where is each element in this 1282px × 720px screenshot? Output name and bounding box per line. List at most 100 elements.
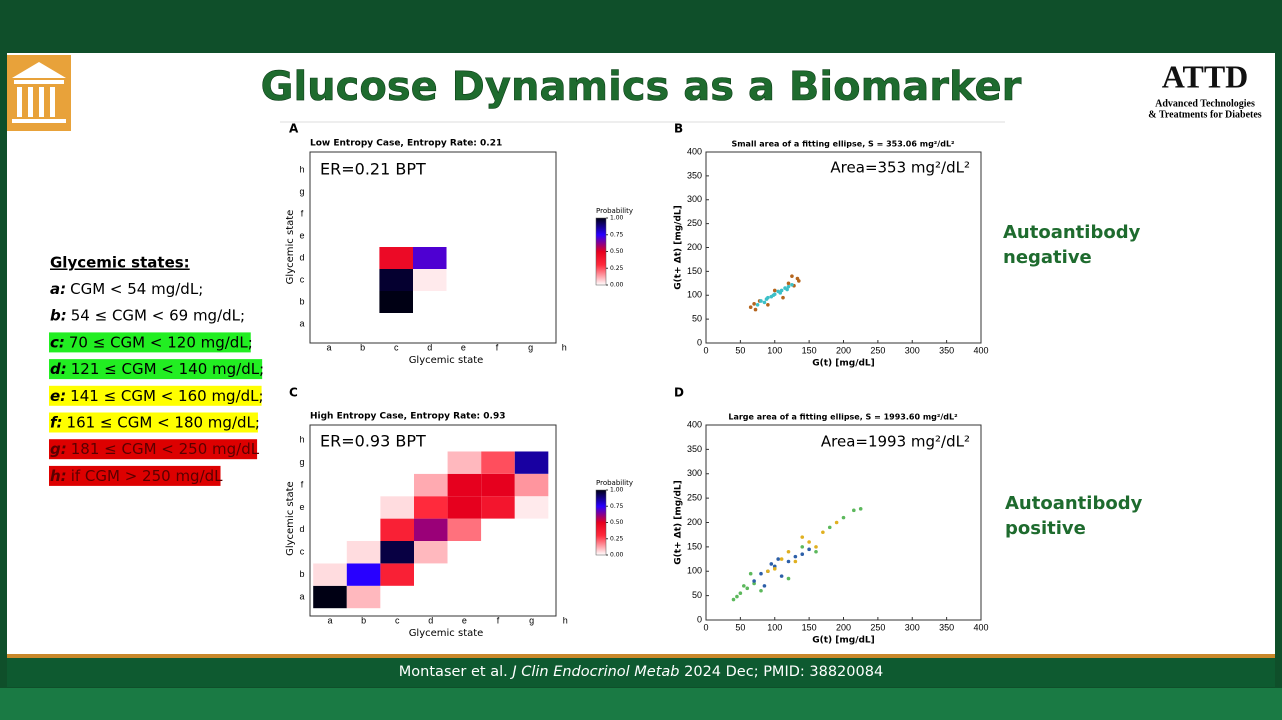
heat-cell bbox=[379, 159, 413, 181]
heat-cell bbox=[548, 585, 582, 609]
heat-cell bbox=[513, 247, 548, 269]
heat-cell bbox=[380, 518, 414, 541]
heat-cell bbox=[514, 563, 549, 586]
state-label: h: bbox=[50, 466, 67, 484]
scatter-point bbox=[759, 299, 763, 303]
colorbar-title: Probability bbox=[596, 207, 633, 215]
scatter-point bbox=[731, 597, 736, 602]
heat-cell bbox=[413, 159, 447, 181]
footer-bar bbox=[7, 658, 1275, 687]
state-text: g: 181 ≤ CGM < 250 mg/dL bbox=[50, 440, 260, 458]
scatter-point bbox=[779, 574, 784, 578]
heat-cell bbox=[446, 159, 481, 181]
x-tick-label: 400 bbox=[973, 345, 988, 355]
heat-cell bbox=[413, 203, 447, 225]
x-tick-label: g bbox=[529, 615, 534, 625]
scatter-point bbox=[781, 295, 785, 300]
scatter-point bbox=[841, 515, 846, 520]
heat-cell bbox=[380, 473, 414, 497]
x-tick-label: 50 bbox=[735, 345, 745, 355]
x-tick-label: h bbox=[563, 615, 568, 625]
x-tick-label: 350 bbox=[939, 345, 954, 355]
heat-cell bbox=[513, 203, 548, 225]
state-highlight bbox=[49, 359, 263, 380]
scatter-point bbox=[821, 530, 825, 535]
heat-cell bbox=[413, 269, 447, 291]
colorbar-label: 0.50 bbox=[610, 519, 624, 526]
heat-cell bbox=[312, 203, 346, 225]
logo-line: Advanced Technologies bbox=[1155, 98, 1255, 109]
state-text: c: 70 ≤ CGM < 120 mg/dL; bbox=[50, 333, 253, 351]
heat-cell bbox=[313, 585, 347, 609]
scatter-point bbox=[738, 591, 743, 595]
footer-details: 2024 Dec; PMID: 38820084 bbox=[684, 664, 884, 680]
heat-cell bbox=[447, 473, 482, 497]
scatter-point bbox=[800, 552, 805, 556]
heat-cell bbox=[312, 269, 346, 291]
heat-cell bbox=[346, 585, 381, 609]
heat-cell bbox=[346, 541, 381, 564]
state-item: h: if CGM > 250 mg/dL bbox=[49, 465, 223, 486]
side-label: Autoantibody bbox=[1003, 222, 1141, 243]
y-tick-label: g bbox=[299, 186, 304, 196]
x-tick-label: 200 bbox=[836, 345, 851, 355]
annotation: Area=1993 mg²/dL² bbox=[821, 433, 970, 451]
x-tick-label: c bbox=[394, 342, 399, 352]
heat-cell bbox=[446, 225, 481, 247]
state-text: b: 54 ≤ CGM < 69 mg/dL; bbox=[50, 306, 245, 324]
scatter-point bbox=[790, 282, 794, 287]
y-tick-label: 200 bbox=[687, 242, 702, 252]
heat-cell bbox=[313, 518, 347, 541]
heat-cell bbox=[414, 451, 448, 474]
heat-cell bbox=[345, 247, 380, 269]
heat-cell bbox=[447, 518, 482, 541]
scatter-point bbox=[759, 571, 763, 576]
heat-cell bbox=[514, 518, 549, 541]
x-tick-label: f bbox=[496, 342, 499, 352]
heat-cell bbox=[514, 585, 549, 609]
heat-cell bbox=[380, 585, 414, 609]
y-tick-label: 150 bbox=[687, 266, 702, 276]
y-tick-label: 250 bbox=[687, 218, 702, 228]
scatter-point bbox=[807, 547, 811, 552]
heat-cell bbox=[345, 313, 380, 335]
x-axis-label: G(t) [mg/dL] bbox=[812, 359, 875, 369]
heat-cell bbox=[480, 225, 514, 247]
state-highlight bbox=[49, 385, 262, 406]
heat-cell bbox=[379, 247, 413, 269]
state-item: c: 70 ≤ CGM < 120 mg/dL; bbox=[49, 332, 253, 353]
state-label: e: bbox=[50, 386, 66, 404]
colorbar-label: 0.00 bbox=[610, 552, 624, 559]
logo-text: ATTD bbox=[1162, 58, 1249, 94]
heat-cell bbox=[345, 291, 380, 313]
title: Large area of a fitting ellipse, S = 199… bbox=[728, 413, 958, 422]
heat-cell bbox=[481, 429, 515, 452]
heat-cell bbox=[346, 518, 381, 541]
heat-cell bbox=[413, 181, 447, 203]
heat-cell bbox=[547, 291, 581, 313]
side-label: positive bbox=[1005, 518, 1086, 539]
y-tick-label: h bbox=[299, 164, 304, 174]
x-tick-label: 300 bbox=[905, 345, 920, 355]
heat-cell bbox=[380, 563, 414, 586]
heat-cell bbox=[413, 225, 447, 247]
scatter-point bbox=[814, 545, 818, 549]
title: Low Entropy Case, Entropy Rate: 0.21 bbox=[310, 139, 502, 149]
heat-cell bbox=[413, 247, 447, 269]
heat-cell bbox=[481, 563, 515, 586]
y-tick-label: 400 bbox=[687, 419, 702, 429]
x-tick-label: 150 bbox=[802, 622, 817, 632]
slide-title: Glucose Dynamics as a Biomarker bbox=[261, 64, 1022, 110]
side-label: negative bbox=[1003, 247, 1092, 268]
y-tick-label: c bbox=[300, 547, 305, 557]
panel-label: D bbox=[674, 386, 684, 400]
heat-cell bbox=[481, 518, 515, 541]
title: Small area of a fitting ellipse, S = 353… bbox=[731, 140, 955, 149]
scatter-point bbox=[766, 303, 770, 307]
heat-cell bbox=[345, 269, 380, 291]
scatter-point bbox=[786, 281, 791, 286]
scatter-point bbox=[772, 567, 777, 571]
panel-label: C bbox=[289, 386, 298, 400]
panel-label: A bbox=[289, 122, 299, 136]
heat-cell bbox=[379, 225, 413, 247]
